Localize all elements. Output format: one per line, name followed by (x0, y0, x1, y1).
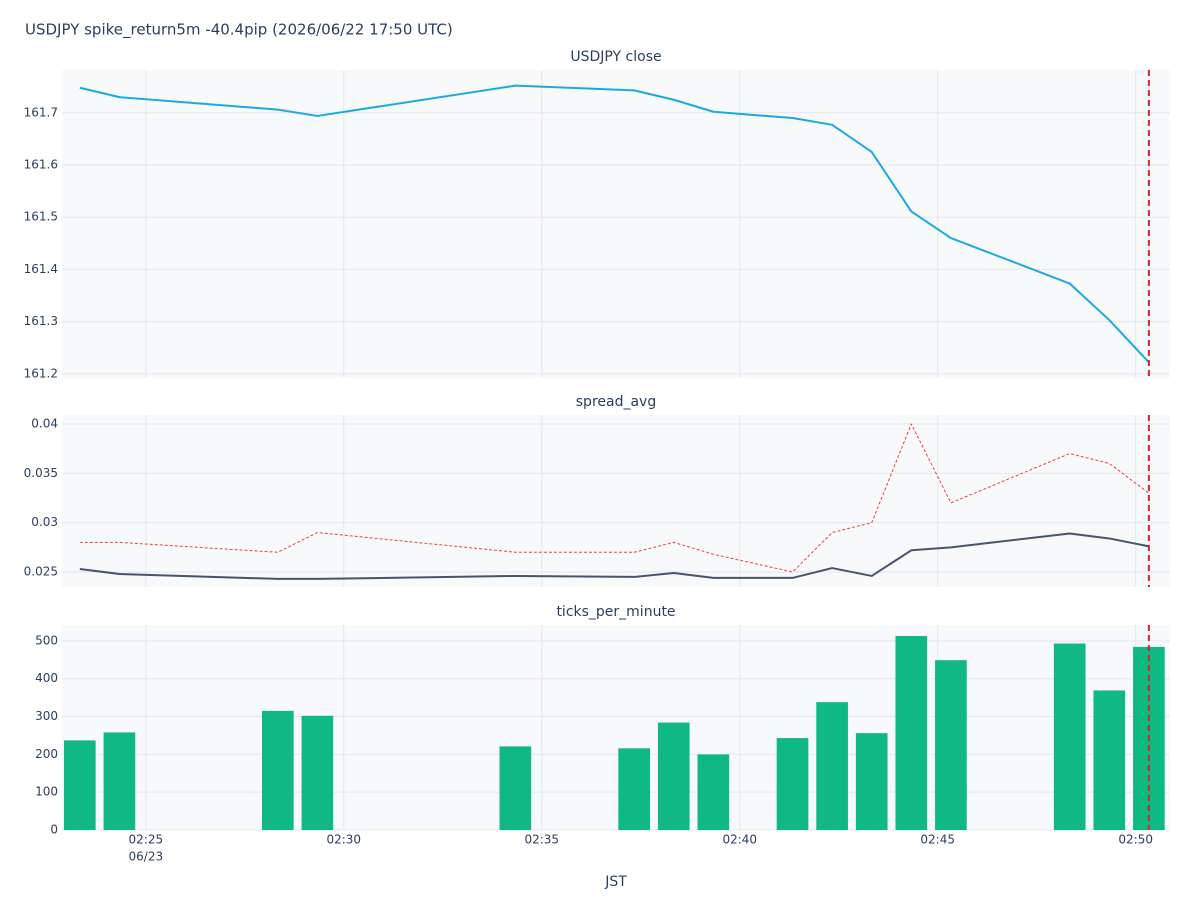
plot-area (62, 625, 1170, 830)
y-tick-label: 200 (35, 747, 58, 761)
y-tick-label: 0.04 (31, 416, 58, 430)
bar (618, 748, 650, 830)
bar (657, 722, 690, 830)
subplot-title: ticks_per_minute (556, 604, 675, 620)
x-tick-label: 02:25 (129, 833, 164, 847)
bar (1093, 690, 1126, 830)
bar (776, 738, 809, 830)
y-tick-label: 100 (35, 785, 58, 799)
figure-title: USDJPY spike_return5m -40.4pip (2026/06/… (25, 21, 453, 40)
x-tick-label: 02:35 (524, 833, 559, 847)
y-tick-label: 300 (35, 709, 58, 723)
y-tick-label: 500 (35, 633, 58, 647)
bar (697, 754, 730, 830)
x-axis-title: JST (604, 874, 627, 890)
y-tick-label: 161.6 (24, 158, 58, 172)
y-tick-label: 0 (50, 823, 58, 837)
bar (1053, 643, 1086, 830)
bar (935, 660, 967, 830)
subplot-title: spread_avg (576, 394, 656, 410)
line-series (79, 532, 1150, 580)
y-tick-label: 0.025 (24, 565, 58, 579)
x-tick-label: 02:50 (1118, 833, 1153, 847)
line-series (79, 423, 1150, 573)
x-tick-label: 02:45 (920, 833, 955, 847)
bar (499, 746, 532, 830)
bar (816, 702, 848, 830)
line-series (79, 84, 1150, 364)
plot-area (62, 415, 1170, 587)
y-tick-label: 161.4 (24, 262, 58, 276)
plot-area (62, 70, 1170, 378)
y-tick-label: 0.03 (31, 515, 58, 529)
x-tick-label: 02:40 (722, 833, 757, 847)
bar (261, 710, 294, 830)
bar (895, 635, 928, 830)
subplot-title: USDJPY close (570, 49, 661, 65)
y-tick-label: 0.035 (24, 466, 58, 480)
bar (103, 732, 136, 830)
x-date-label: 06/23 (129, 850, 164, 864)
y-tick-label: 161.3 (24, 314, 58, 328)
x-tick-label: 02:30 (326, 833, 361, 847)
bar (855, 733, 888, 830)
bar (301, 715, 334, 830)
y-tick-label: 400 (35, 671, 58, 685)
y-tick-label: 161.7 (24, 105, 58, 119)
y-tick-label: 161.2 (24, 366, 58, 380)
y-tick-label: 161.5 (24, 210, 58, 224)
bar (63, 740, 96, 830)
